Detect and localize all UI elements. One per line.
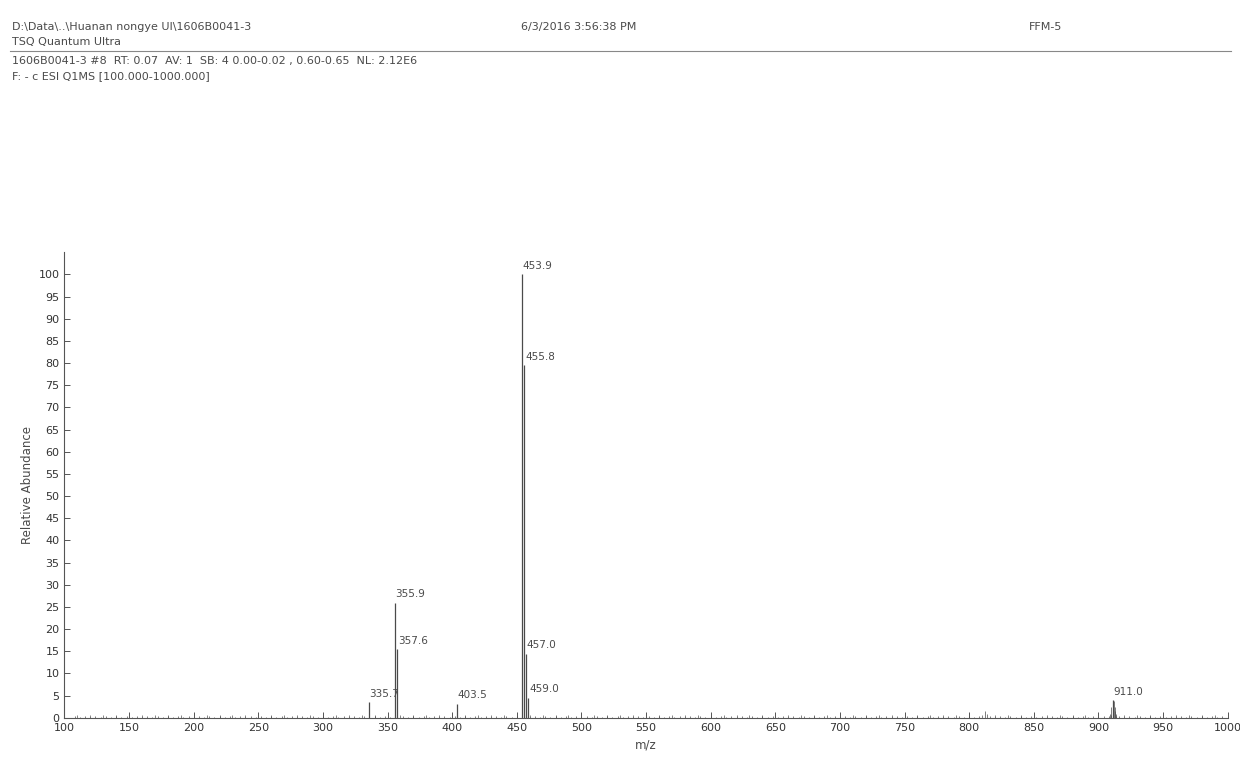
Text: 335.7: 335.7 — [370, 689, 399, 698]
Text: 1606B0041-3 #8  RT: 0.07  AV: 1  SB: 4 0.00-0.02 , 0.60-0.65  NL: 2.12E6: 1606B0041-3 #8 RT: 0.07 AV: 1 SB: 4 0.00… — [12, 56, 418, 66]
Text: 455.8: 455.8 — [526, 352, 556, 362]
Text: TSQ Quantum Ultra: TSQ Quantum Ultra — [12, 37, 122, 47]
Text: FFM-5: FFM-5 — [1029, 22, 1063, 32]
X-axis label: m/z: m/z — [635, 738, 657, 751]
Text: F: - c ESI Q1MS [100.000-1000.000]: F: - c ESI Q1MS [100.000-1000.000] — [12, 71, 210, 81]
Y-axis label: Relative Abundance: Relative Abundance — [21, 426, 35, 544]
Text: 453.9: 453.9 — [522, 261, 552, 271]
Text: 457.0: 457.0 — [527, 640, 557, 650]
Text: 403.5: 403.5 — [458, 690, 487, 700]
Text: 911.0: 911.0 — [1114, 687, 1143, 697]
Text: 459.0: 459.0 — [529, 684, 559, 695]
Text: 357.6: 357.6 — [398, 636, 428, 646]
Text: D:\Data\..\Huanan nongye UI\1606B0041-3: D:\Data\..\Huanan nongye UI\1606B0041-3 — [12, 22, 252, 32]
Text: 355.9: 355.9 — [396, 589, 425, 599]
Text: 6/3/2016 3:56:38 PM: 6/3/2016 3:56:38 PM — [521, 22, 636, 32]
